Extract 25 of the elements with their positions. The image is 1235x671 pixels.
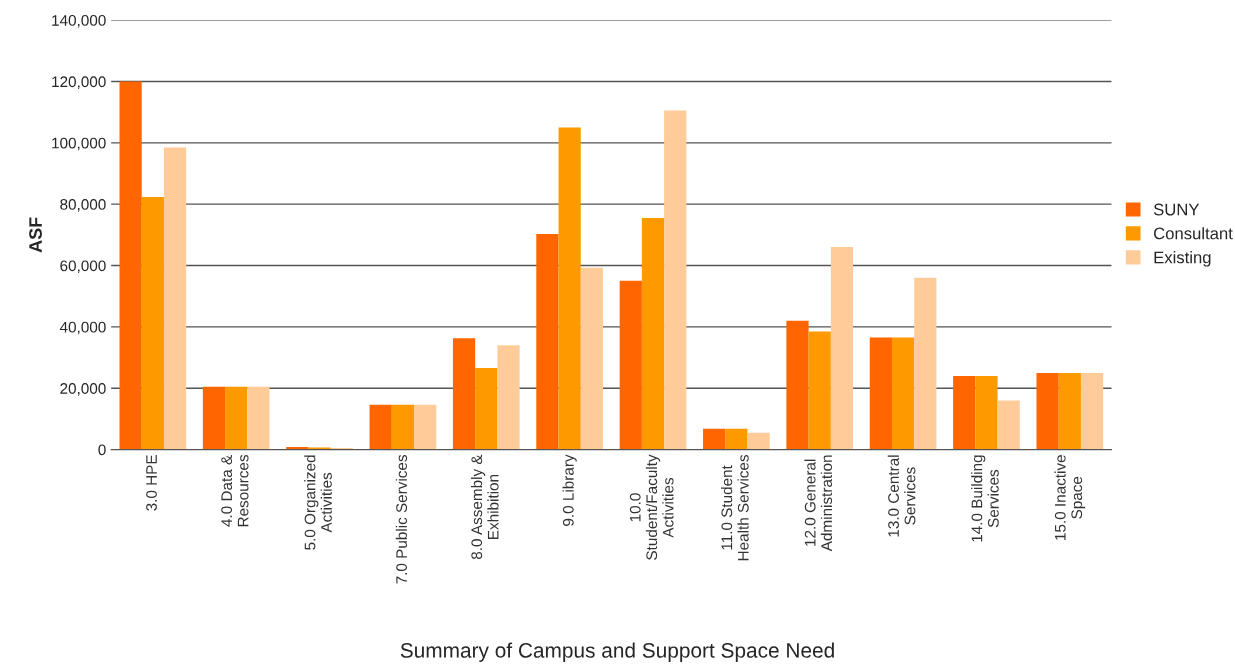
- x-tick-label: 14.0 Building Services: [971, 455, 999, 542]
- y-tick-label: 60,000: [60, 260, 106, 274]
- x-tick-label: 10.0 Student/Faculty Activities: [629, 454, 674, 560]
- x-tick-label: 15.0 Inactive Space: [1054, 455, 1086, 540]
- y-axis-title: ASF: [29, 217, 42, 253]
- y-tick-label: 140,000: [52, 15, 106, 28]
- x-tick-label: 8.0 Assembly & Exhibition: [470, 454, 499, 560]
- x-tick-label: 13.0 Central Services: [887, 455, 916, 537]
- y-tick-label: 20,000: [60, 383, 106, 396]
- y-tick-label: 100,000: [52, 137, 106, 151]
- y-tick-label: 80,000: [60, 199, 106, 212]
- x-tick-label: 3.0 HPE: [146, 455, 157, 511]
- y-tick-label: 40,000: [59, 321, 106, 335]
- x-tick-label: 12.0 General Administration: [804, 455, 833, 552]
- x-tick-label: 9.0 Library: [562, 454, 577, 526]
- legend-label: Consultant: [1154, 227, 1233, 240]
- legend-label: SUNY: [1153, 203, 1200, 216]
- y-tick-label: 120,000: [52, 76, 106, 89]
- text: Summary of Campus and Support Space Need: [400, 642, 834, 662]
- x-tick-label: 7.0 Public Services: [395, 454, 408, 584]
- x-tick-label: 11.0 Student Health Services: [721, 454, 749, 561]
- y-tick-label: 0: [98, 444, 106, 456]
- x-tick-label: 5.0 Organized Activities: [304, 455, 332, 550]
- x-tick-label: 4.0 Data & Resources: [221, 454, 249, 527]
- legend-label: Existing: [1154, 251, 1211, 267]
